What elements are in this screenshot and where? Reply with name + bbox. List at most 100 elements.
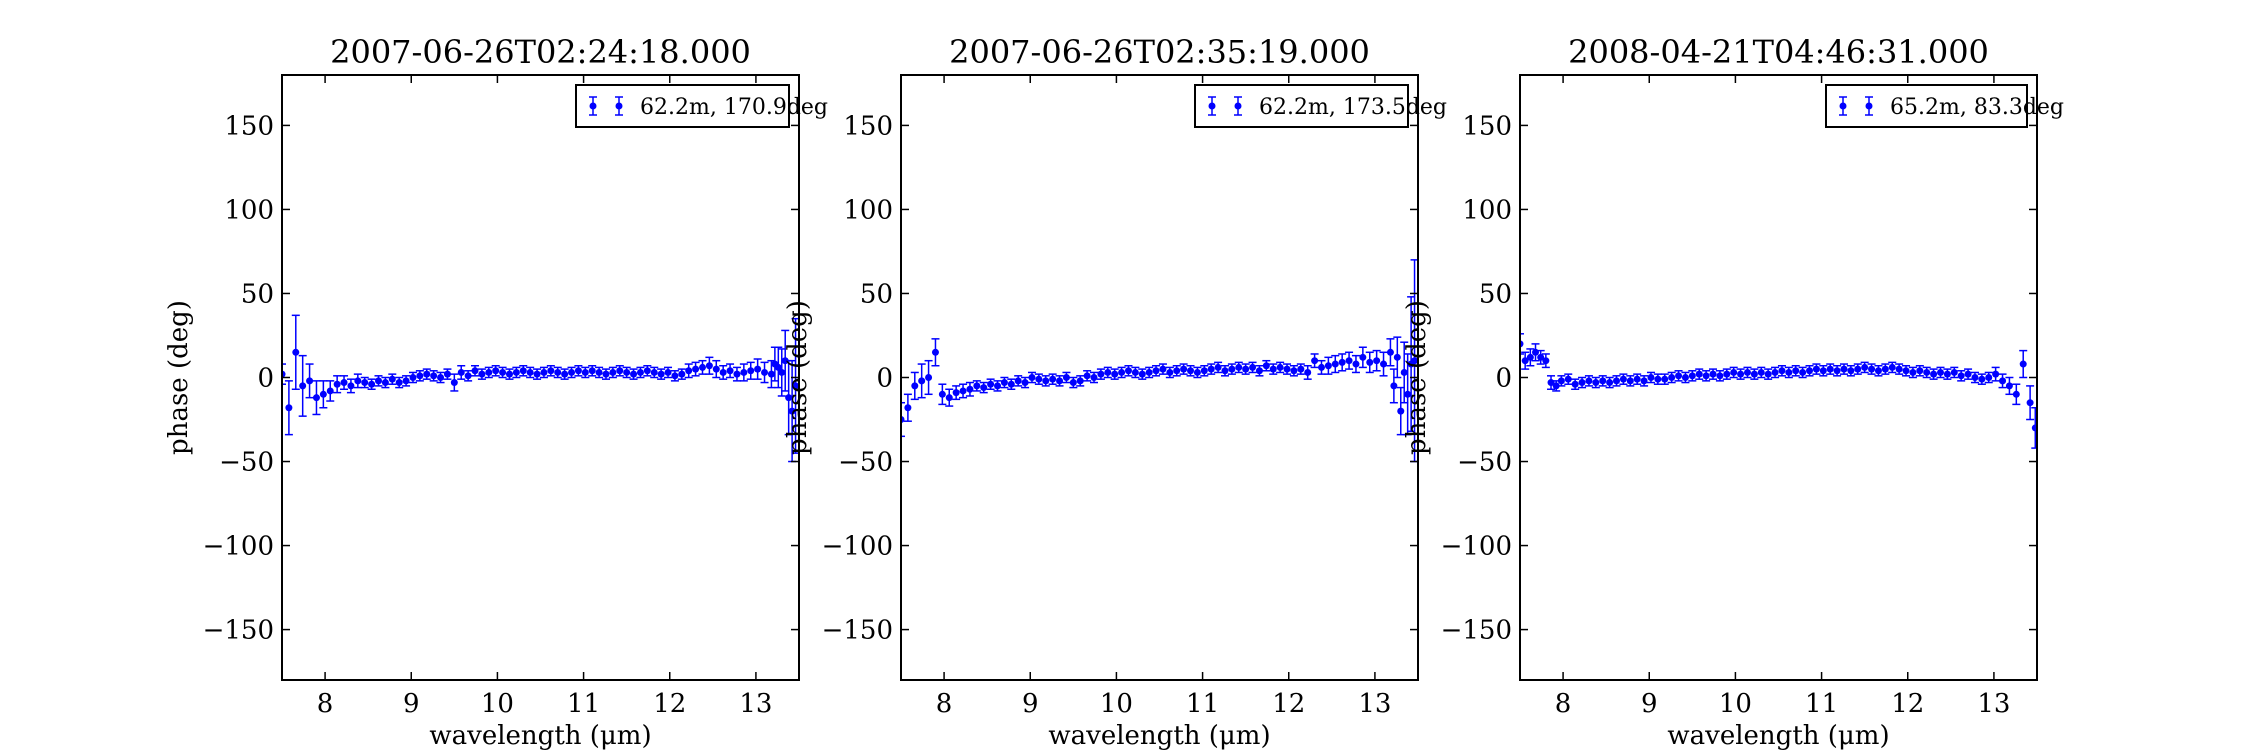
panel-1: 8 9 10 11 12 13 −150 −100 −50 0 50 100 150 2007-06-26… xyxy=(164,33,828,750)
data-point xyxy=(1042,377,1050,385)
data-series xyxy=(1520,333,2037,449)
data-point xyxy=(1542,357,1550,365)
data-point xyxy=(347,382,355,390)
data-point xyxy=(285,404,293,412)
data-point xyxy=(574,367,582,375)
data-point xyxy=(1681,374,1689,381)
data-point xyxy=(1021,379,1029,387)
plot-frame xyxy=(900,74,1419,681)
data-point xyxy=(952,389,960,397)
data-point xyxy=(1537,353,1545,361)
data-point xyxy=(354,377,362,385)
data-point xyxy=(1978,375,1986,383)
data-point xyxy=(1709,370,1717,378)
legend-box xyxy=(1825,84,2028,128)
data-point xyxy=(437,374,445,381)
data-point xyxy=(1964,370,1972,378)
data-point xyxy=(1083,372,1091,380)
data-point xyxy=(1764,370,1772,378)
y-tick-label: 150 xyxy=(1462,111,1512,141)
y-tick-label: 150 xyxy=(843,111,893,141)
y-tick-label: 0 xyxy=(1495,364,1512,394)
legend-box xyxy=(1194,84,1409,128)
data-point xyxy=(1111,370,1119,378)
data-point xyxy=(931,348,939,356)
data-point xyxy=(1000,379,1008,387)
data-point xyxy=(526,368,534,376)
data-point xyxy=(1606,379,1614,387)
data-point xyxy=(1028,374,1036,381)
data-point xyxy=(299,382,307,390)
data-point xyxy=(1909,368,1917,376)
data-point xyxy=(1936,368,1944,376)
data-point xyxy=(1668,374,1676,381)
data-point xyxy=(1654,375,1662,383)
data-point xyxy=(650,368,658,376)
data-point xyxy=(1716,372,1724,380)
data-point xyxy=(464,372,472,380)
legend-label: 62.2m, 173.5deg xyxy=(1259,95,1447,120)
x-axis-label: wavelength (μm) xyxy=(429,721,651,750)
data-point xyxy=(1971,374,1979,381)
data-point xyxy=(1193,368,1201,376)
y-tick-label: 100 xyxy=(843,195,893,225)
y-tick-label: 100 xyxy=(1462,195,1512,225)
data-point xyxy=(519,367,527,375)
data-point xyxy=(1173,367,1181,375)
x-tick-label: 11 xyxy=(1186,689,1219,719)
data-point xyxy=(1647,374,1655,381)
data-point xyxy=(1661,375,1669,383)
data-point xyxy=(792,382,799,390)
data-point xyxy=(987,380,995,388)
x-tick-label: 10 xyxy=(481,689,514,719)
y-tick-label: −150 xyxy=(1441,616,1512,646)
data-point xyxy=(918,377,926,385)
legend-marker-point xyxy=(1865,102,1873,110)
data-point xyxy=(657,370,665,378)
data-point xyxy=(547,367,555,375)
data-point xyxy=(1159,365,1167,373)
x-tick-label: 12 xyxy=(653,689,686,719)
data-point xyxy=(409,374,417,381)
data-point xyxy=(1359,353,1367,361)
data-point xyxy=(1400,368,1408,376)
data-point xyxy=(754,365,762,373)
data-point xyxy=(678,370,686,378)
legend-marker-point xyxy=(589,102,597,110)
data-point xyxy=(333,380,341,388)
data-point xyxy=(1235,363,1243,371)
panel-title: 2008-04-21T04:46:31.000 xyxy=(1568,33,1989,71)
data-point xyxy=(1930,370,1938,378)
data-point xyxy=(368,380,376,388)
data-point xyxy=(938,390,946,398)
data-point xyxy=(636,368,644,376)
data-point xyxy=(1062,374,1070,381)
legend: 62.2m, 173.5deg xyxy=(1194,84,1447,128)
data-point xyxy=(692,365,700,373)
data-point xyxy=(1255,367,1263,375)
x-tick-label: 9 xyxy=(403,689,420,719)
y-tick-label: 100 xyxy=(224,195,274,225)
data-point xyxy=(1069,379,1077,387)
data-point xyxy=(1228,365,1236,373)
legend-label: 65.2m, 83.3deg xyxy=(1890,95,2064,120)
data-point xyxy=(726,367,734,375)
data-point xyxy=(1386,348,1394,356)
data-point xyxy=(623,368,631,376)
data-point xyxy=(1104,368,1112,376)
legend-box xyxy=(575,84,790,128)
data-point xyxy=(312,394,320,402)
data-point xyxy=(1874,367,1882,375)
x-tick-label: 11 xyxy=(1805,689,1838,719)
y-tick-label: 50 xyxy=(241,279,274,309)
data-point xyxy=(1526,353,1534,361)
data-point xyxy=(1957,372,1965,380)
x-tick-label: 8 xyxy=(1555,689,1572,719)
data-point xyxy=(778,368,786,376)
data-point xyxy=(395,379,403,387)
data-point xyxy=(1578,379,1586,387)
y-axis-label: phase (deg) xyxy=(1402,300,1432,455)
data-point xyxy=(1640,377,1648,385)
data-point xyxy=(1124,367,1132,375)
